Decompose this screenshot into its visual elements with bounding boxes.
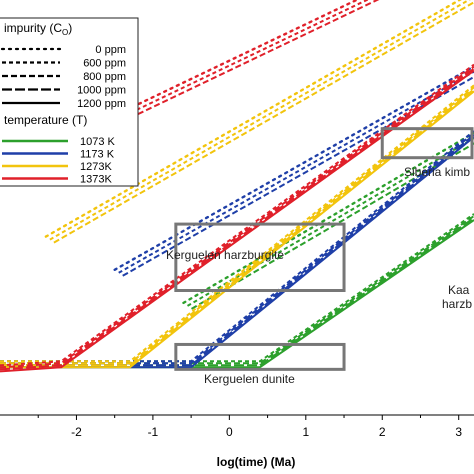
legend-temperature-label: 1273K: [80, 161, 112, 173]
legend-impurity-label: 600 ppm: [83, 58, 126, 70]
annotation-label-siberia: Siberia kimb: [404, 165, 470, 179]
annotation-box-2: [174, 342, 346, 371]
series-line-1273k-fast-1: [49, 0, 471, 241]
plot-lines: [0, 0, 474, 373]
annotation-label-kaap-line2: harzb: [442, 297, 472, 311]
series-line-1373k-fast-1: [3, 0, 370, 175]
legend-impurity-label: 1000 ppm: [77, 85, 126, 97]
legend-temperature-label: 1173 K: [80, 149, 115, 161]
legend-temperature-label: 1073 K: [80, 136, 116, 148]
annotation-boxes: [174, 127, 474, 371]
series-line-1173k-long-dash: [0, 134, 474, 367]
series-line-1073k-dotted: [182, 131, 474, 305]
x-tick-label: -1: [148, 425, 159, 439]
series-line-1073k-fast-2: [190, 142, 474, 310]
series-line-1373k-dotted: [0, 0, 360, 172]
x-axis-label: log(time) (Ma): [217, 455, 296, 469]
legend-temperature-title: temperature (T): [4, 113, 87, 127]
annotation-box-1: [174, 222, 346, 293]
legend-temperature-label: 1373K: [80, 174, 112, 186]
x-tick-label: 0: [226, 425, 233, 439]
series-line-1173k-fast-1: [118, 70, 474, 274]
series-line-1273k-dash: [0, 86, 474, 365]
series-line-1273k-fast-2: [53, 1, 474, 244]
annotation-label-kaap: Kaa: [448, 283, 470, 297]
series-line-1273k-dotted: [44, 0, 462, 238]
series-line-1373k-long-dash: [0, 67, 474, 371]
annotation-label-kerguelen-dunite: Kerguelen dunite: [204, 372, 295, 386]
series-line-1373k-dash: [0, 65, 474, 369]
series-line-1273k-short-dash: [0, 84, 474, 363]
series-line-1373k-short-dash: [0, 63, 474, 367]
legend-impurity-label: 0 ppm: [95, 44, 126, 56]
legend-impurity-label: 800 ppm: [83, 71, 126, 83]
x-tick-label: 2: [379, 425, 386, 439]
legend-impurity-label: 1200 ppm: [77, 98, 126, 110]
legend-impurity-title: impurity (CO): [4, 21, 72, 37]
annotation-label-kerguelen-harzburgite: Kerguelen harzburgite: [166, 248, 284, 262]
x-tick-label: 3: [455, 425, 462, 439]
series-line-1273k-long-dash: [0, 88, 474, 367]
x-tick-label: 1: [302, 425, 309, 439]
series-line-1373k-solid: [0, 69, 474, 373]
annotation-box-0: [380, 127, 474, 160]
x-tick-label: -2: [71, 425, 82, 439]
x-axis: -2 -1 0 1 2 3: [0, 414, 474, 439]
series-line-1073k-short-dash: [0, 213, 474, 363]
series-line-1173k-fast-2: [122, 75, 474, 277]
